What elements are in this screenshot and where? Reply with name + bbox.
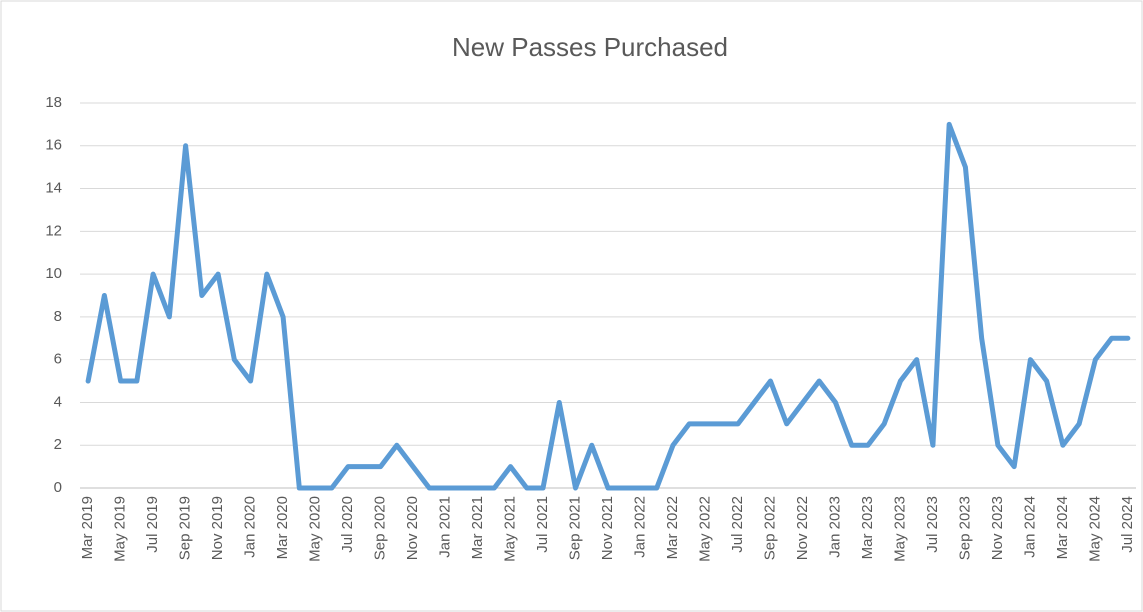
x-tick-label: Jul 2020 [339,496,356,553]
x-tick-label: Sep 2021 [566,496,583,560]
x-tick-label: May 2022 [696,496,713,562]
x-tick-label: Jan 2023 [826,496,843,558]
x-tick-label: Sep 2022 [761,496,778,560]
y-tick-label: 18 [45,94,62,111]
x-tick-label: Mar 2020 [274,496,291,559]
x-tick-label: Nov 2020 [404,496,421,560]
y-tick-label: 16 [45,137,62,154]
x-tick-label: Nov 2019 [209,496,226,560]
x-tick-label: Jul 2019 [144,496,161,553]
x-tick-label: Nov 2022 [794,496,811,560]
x-tick-label: Sep 2020 [372,496,389,560]
y-tick-label: 0 [54,479,62,496]
x-tick-label: Jan 2021 [437,496,454,558]
y-tick-label: 10 [45,265,62,282]
x-tick-label: Jan 2020 [242,496,259,558]
x-tick-label: Nov 2023 [989,496,1006,560]
x-tick-label: Mar 2021 [469,496,486,559]
data-line [85,121,1131,491]
x-tick-label: Sep 2023 [956,496,973,560]
x-tick-label: Sep 2019 [177,496,194,560]
x-tick-label: Mar 2022 [664,496,681,559]
x-tick-label: Jul 2021 [534,496,551,553]
y-tick-label: 6 [54,351,62,368]
x-tick-label: Jan 2024 [1021,496,1038,558]
x-tick-label: Jan 2022 [631,496,648,558]
y-tick-label: 12 [45,222,62,239]
x-tick-label: Mar 2023 [859,496,876,559]
chart-title: New Passes Purchased [452,32,728,62]
x-tick-label: Jul 2024 [1119,496,1136,553]
y-tick-label: 4 [54,393,62,410]
x-tick-label: May 2021 [501,496,518,562]
x-tick-label: May 2020 [307,496,324,562]
x-tick-label: Mar 2019 [79,496,96,559]
x-tick-label: May 2023 [891,496,908,562]
x-tick-label: Nov 2021 [599,496,616,560]
x-tick-label: Mar 2024 [1054,496,1071,559]
x-tick-label: Jul 2022 [729,496,746,553]
x-tick-label: Jul 2023 [924,496,941,553]
y-tick-label: 2 [54,436,62,453]
x-tick-label: May 2024 [1086,496,1103,562]
x-tick-label: May 2019 [112,496,129,562]
y-tick-label: 8 [54,308,62,325]
y-tick-label: 14 [45,180,62,197]
